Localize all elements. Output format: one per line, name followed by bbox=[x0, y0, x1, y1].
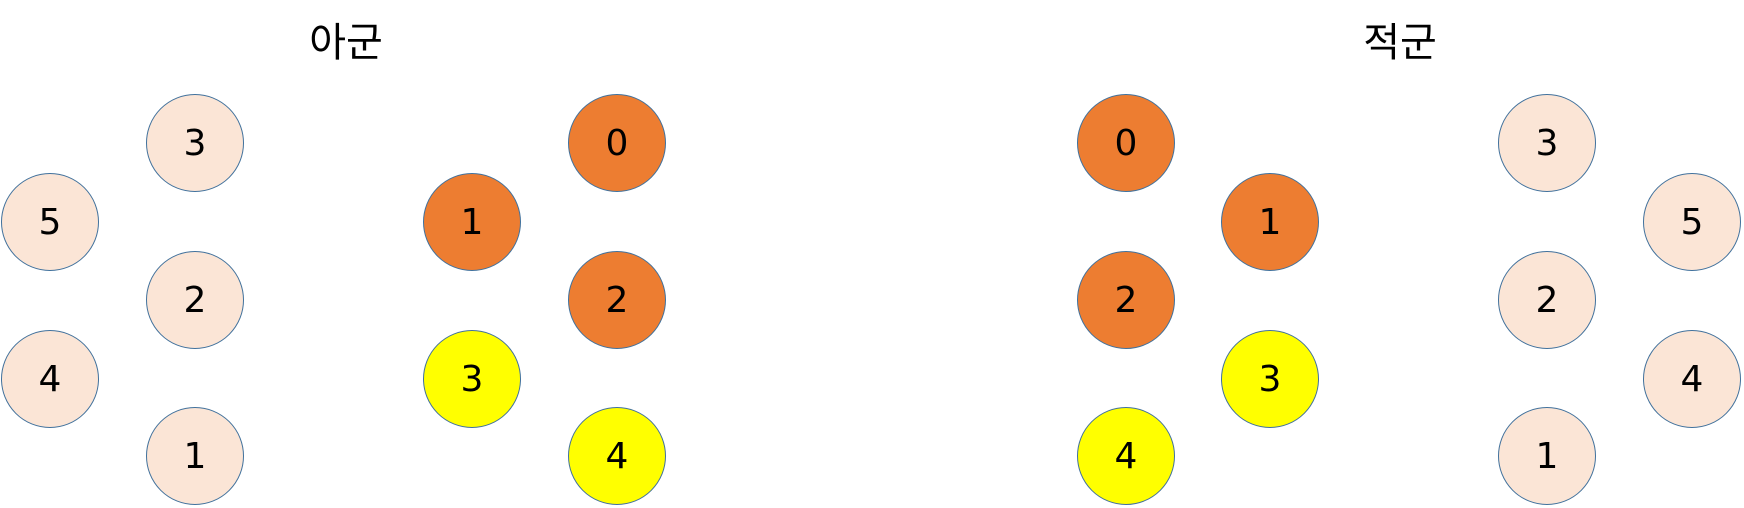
enemy-reserve-unit-5: 5 bbox=[1643, 173, 1741, 271]
ally-title: 아군 bbox=[309, 20, 383, 66]
enemy-reserve-unit-1: 1 bbox=[1498, 407, 1596, 505]
enemy-reserve-unit-3: 3 bbox=[1498, 94, 1596, 192]
enemy-formation-unit-4: 4 bbox=[1077, 407, 1175, 505]
ally-formation-unit-1: 1 bbox=[423, 173, 521, 271]
enemy-formation-unit-1: 1 bbox=[1221, 173, 1319, 271]
ally-formation-unit-4: 4 bbox=[568, 407, 666, 505]
enemy-reserve-unit-4: 4 bbox=[1643, 330, 1741, 428]
ally-formation-unit-0: 0 bbox=[568, 94, 666, 192]
ally-reserve-unit-4: 4 bbox=[1, 330, 99, 428]
ally-formation-unit-2: 2 bbox=[568, 251, 666, 349]
enemy-formation-unit-0: 0 bbox=[1077, 94, 1175, 192]
ally-reserve-unit-2: 2 bbox=[146, 251, 244, 349]
enemy-reserve-unit-2: 2 bbox=[1498, 251, 1596, 349]
enemy-formation-unit-2: 2 bbox=[1077, 251, 1175, 349]
ally-reserve-unit-3: 3 bbox=[146, 94, 244, 192]
enemy-title: 적군 bbox=[1363, 20, 1437, 66]
ally-reserve-unit-1: 1 bbox=[146, 407, 244, 505]
ally-reserve-unit-5: 5 bbox=[1, 173, 99, 271]
ally-formation-unit-3: 3 bbox=[423, 330, 521, 428]
enemy-formation-unit-3: 3 bbox=[1221, 330, 1319, 428]
